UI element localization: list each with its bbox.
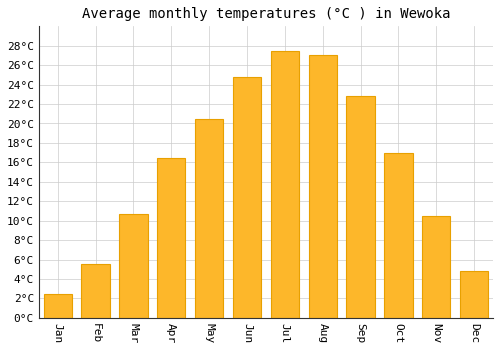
Bar: [82, 265, 110, 318]
Bar: [384, 153, 412, 318]
Bar: [119, 214, 148, 318]
Bar: [346, 96, 375, 318]
Bar: [44, 294, 72, 318]
Bar: [233, 77, 261, 318]
Bar: [195, 119, 224, 318]
Title: Average monthly temperatures (°C ) in Wewoka: Average monthly temperatures (°C ) in We…: [82, 7, 450, 21]
Bar: [460, 271, 488, 318]
Bar: [270, 51, 299, 318]
Bar: [308, 55, 337, 318]
Bar: [157, 158, 186, 318]
Bar: [422, 216, 450, 318]
